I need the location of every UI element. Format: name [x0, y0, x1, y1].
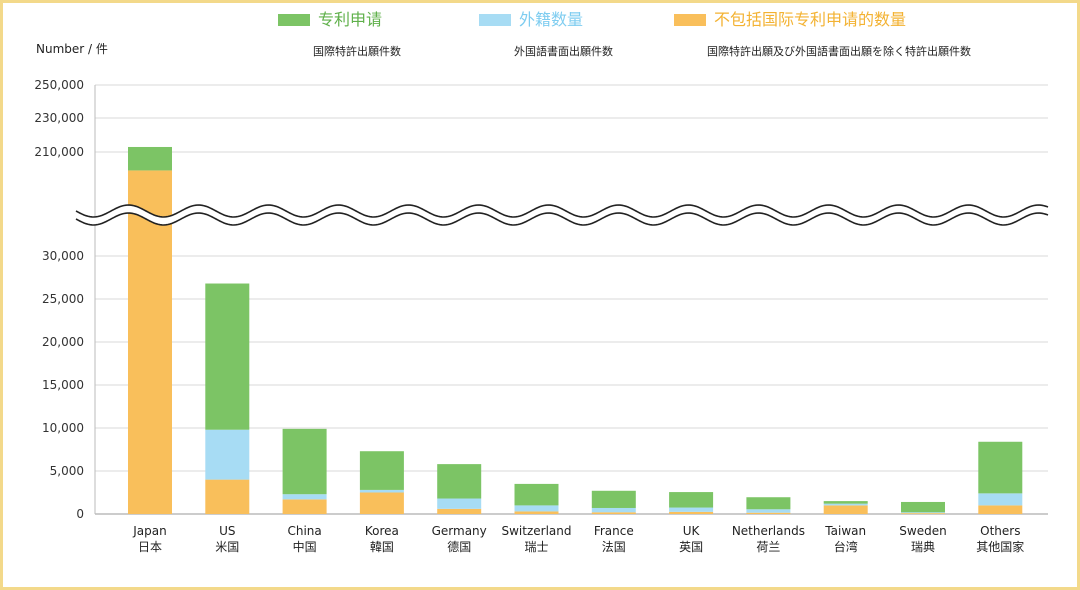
bar-segment [978, 505, 1023, 514]
x-label-zh: 瑞典 [911, 540, 935, 554]
grid-lines [94, 84, 1048, 515]
bar-segment [128, 170, 172, 515]
x-label-en: Sweden [899, 524, 946, 538]
x-label-en: US [219, 524, 235, 538]
bars [128, 146, 1023, 515]
bar-segment [669, 492, 714, 508]
bar-segment [205, 283, 250, 430]
x-label-zh: 瑞士 [524, 540, 548, 554]
x-label-en: Taiwan [824, 524, 866, 538]
legend-item-foreign: 外籍数量 [479, 8, 583, 32]
bar-segment [669, 507, 714, 512]
bar-segment [901, 513, 945, 514]
legend: 专利申请 外籍数量 不包括国际专利申请的数量 [0, 8, 1080, 32]
x-label-en: Others [980, 524, 1020, 538]
axis-break [75, 204, 1049, 226]
x-label-zh: 德国 [447, 539, 471, 554]
x-label-en: Netherlands [732, 524, 805, 538]
bar-segment [514, 483, 559, 506]
y-tick-label: 30,000 [42, 249, 84, 263]
legend-label-other: 不包括国际专利申请的数量 [714, 10, 907, 29]
x-label-zh: 韓国 [370, 540, 394, 554]
bar-segment [282, 494, 327, 500]
y-tick-label: 25,000 [42, 292, 84, 306]
legend-label-patent: 专利申请 [318, 10, 383, 29]
bar-segment [746, 497, 791, 510]
bar-segment [746, 512, 791, 514]
bar-segment [514, 511, 559, 514]
legend-item-patent: 专利申请 [278, 8, 382, 32]
bar-segment [282, 499, 327, 514]
legend-jp-foreign: 外国語書面出願件数 [514, 45, 613, 58]
bar-segment [514, 505, 559, 512]
bar-segment [437, 508, 482, 514]
bar-segment [978, 441, 1023, 494]
y-tick-label: 210,000 [34, 145, 84, 159]
y-axis-label: Number / 件 [36, 42, 108, 56]
legend-item-other: 不包括国际专利申请的数量 [674, 8, 906, 32]
y-tick-label: 5,000 [50, 464, 84, 478]
x-label-en: Germany [432, 524, 487, 538]
bar-segment [359, 451, 404, 490]
x-label-zh: 其他国家 [976, 539, 1024, 554]
bar-segment [437, 498, 482, 509]
legend-swatch-blue [479, 14, 511, 26]
bar-segment [282, 428, 327, 495]
axis-break-line-top [75, 204, 1049, 218]
bar-segment [746, 509, 791, 513]
bar-segment [359, 492, 404, 514]
bar-segment [205, 429, 250, 480]
y-tick-label: 250,000 [34, 78, 84, 92]
bar-segment [359, 489, 404, 493]
bar-segment [205, 479, 250, 514]
bar-segment [823, 503, 868, 506]
x-label-zh: 荷兰 [756, 540, 780, 554]
y-tick-label: 20,000 [42, 335, 84, 349]
x-label-zh: 中国 [293, 539, 317, 554]
bar-segment [128, 146, 172, 171]
legend-swatch-orange [674, 14, 706, 26]
x-label-en: UK [683, 524, 701, 538]
y-tick-label: 0 [76, 507, 84, 521]
bar-segment [437, 464, 482, 499]
y-tick-label: 15,000 [42, 378, 84, 392]
x-label-zh: 台湾 [834, 539, 858, 554]
x-label-zh: 日本 [138, 540, 162, 554]
x-label-zh: 法国 [602, 540, 626, 554]
bar-segment [591, 507, 636, 513]
legend-swatch-green [278, 14, 310, 26]
x-label-en: China [287, 524, 321, 538]
legend-label-foreign: 外籍数量 [519, 10, 584, 29]
bar-segment [901, 501, 945, 513]
bar-segment [591, 512, 636, 514]
bar-segment [669, 511, 714, 514]
x-label-zh: 米国 [215, 540, 239, 554]
bar-segment [591, 490, 636, 508]
y-tick-label: 230,000 [34, 111, 84, 125]
x-label-zh: 英国 [679, 540, 703, 554]
bar-segment [901, 512, 945, 514]
axis-break-line-bottom [75, 212, 1049, 226]
y-tick-labels: 0 5,000 10,000 15,000 20,000 25,000 30,000 210,… [34, 78, 84, 521]
x-label-en: Korea [365, 524, 399, 538]
bar-segment [823, 501, 868, 504]
legend-jp-patent: 国際特許出願件数 [313, 45, 401, 58]
bar-segment [978, 493, 1023, 506]
x-label-en: France [594, 524, 634, 538]
legend-jp-other: 国際特許出願及び外国語書面出願を除く特許出願件数 [707, 45, 971, 58]
bar-segment [823, 505, 868, 514]
x-label-en: Switzerland [502, 524, 572, 538]
y-tick-label: 10,000 [42, 421, 84, 435]
x-label-en: Japan [132, 524, 166, 538]
